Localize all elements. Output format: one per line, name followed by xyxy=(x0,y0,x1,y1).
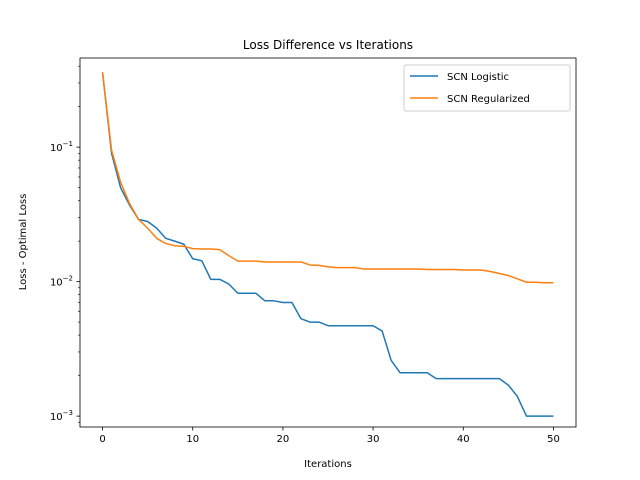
legend-box xyxy=(403,64,571,112)
legend-label-scn-logistic: SCN Logistic xyxy=(447,72,509,83)
x-tick-label: 40 xyxy=(457,434,470,445)
x-tick-label: 30 xyxy=(367,434,380,445)
legend-label-scn-regularized: SCN Regularized xyxy=(447,94,530,105)
legend: SCN Logistic SCN Regularized xyxy=(403,64,571,112)
series-line-scn-regularized xyxy=(101,72,554,284)
x-tick-label: 20 xyxy=(277,434,290,445)
x-tick-label: 50 xyxy=(547,434,560,445)
axes-frame xyxy=(79,57,577,428)
x-tick-label: 10 xyxy=(186,434,199,445)
chart-title: Loss Difference vs Iterations xyxy=(243,38,413,52)
y-tick-label: 10−1 xyxy=(50,140,73,154)
x-tick-label: 0 xyxy=(99,434,105,445)
plot-area xyxy=(101,72,554,417)
y-tick-label: 10−2 xyxy=(50,275,73,289)
x-axis: 0 10 20 30 40 50 xyxy=(99,427,560,445)
y-axis-label: Loss - Optimal Loss xyxy=(18,194,29,291)
x-axis-label: Iterations xyxy=(304,459,352,470)
y-axis: 10−1 10−2 10−3 xyxy=(50,65,80,423)
y-tick-label: 10−3 xyxy=(50,409,73,423)
series-line-scn-logistic xyxy=(101,72,554,417)
